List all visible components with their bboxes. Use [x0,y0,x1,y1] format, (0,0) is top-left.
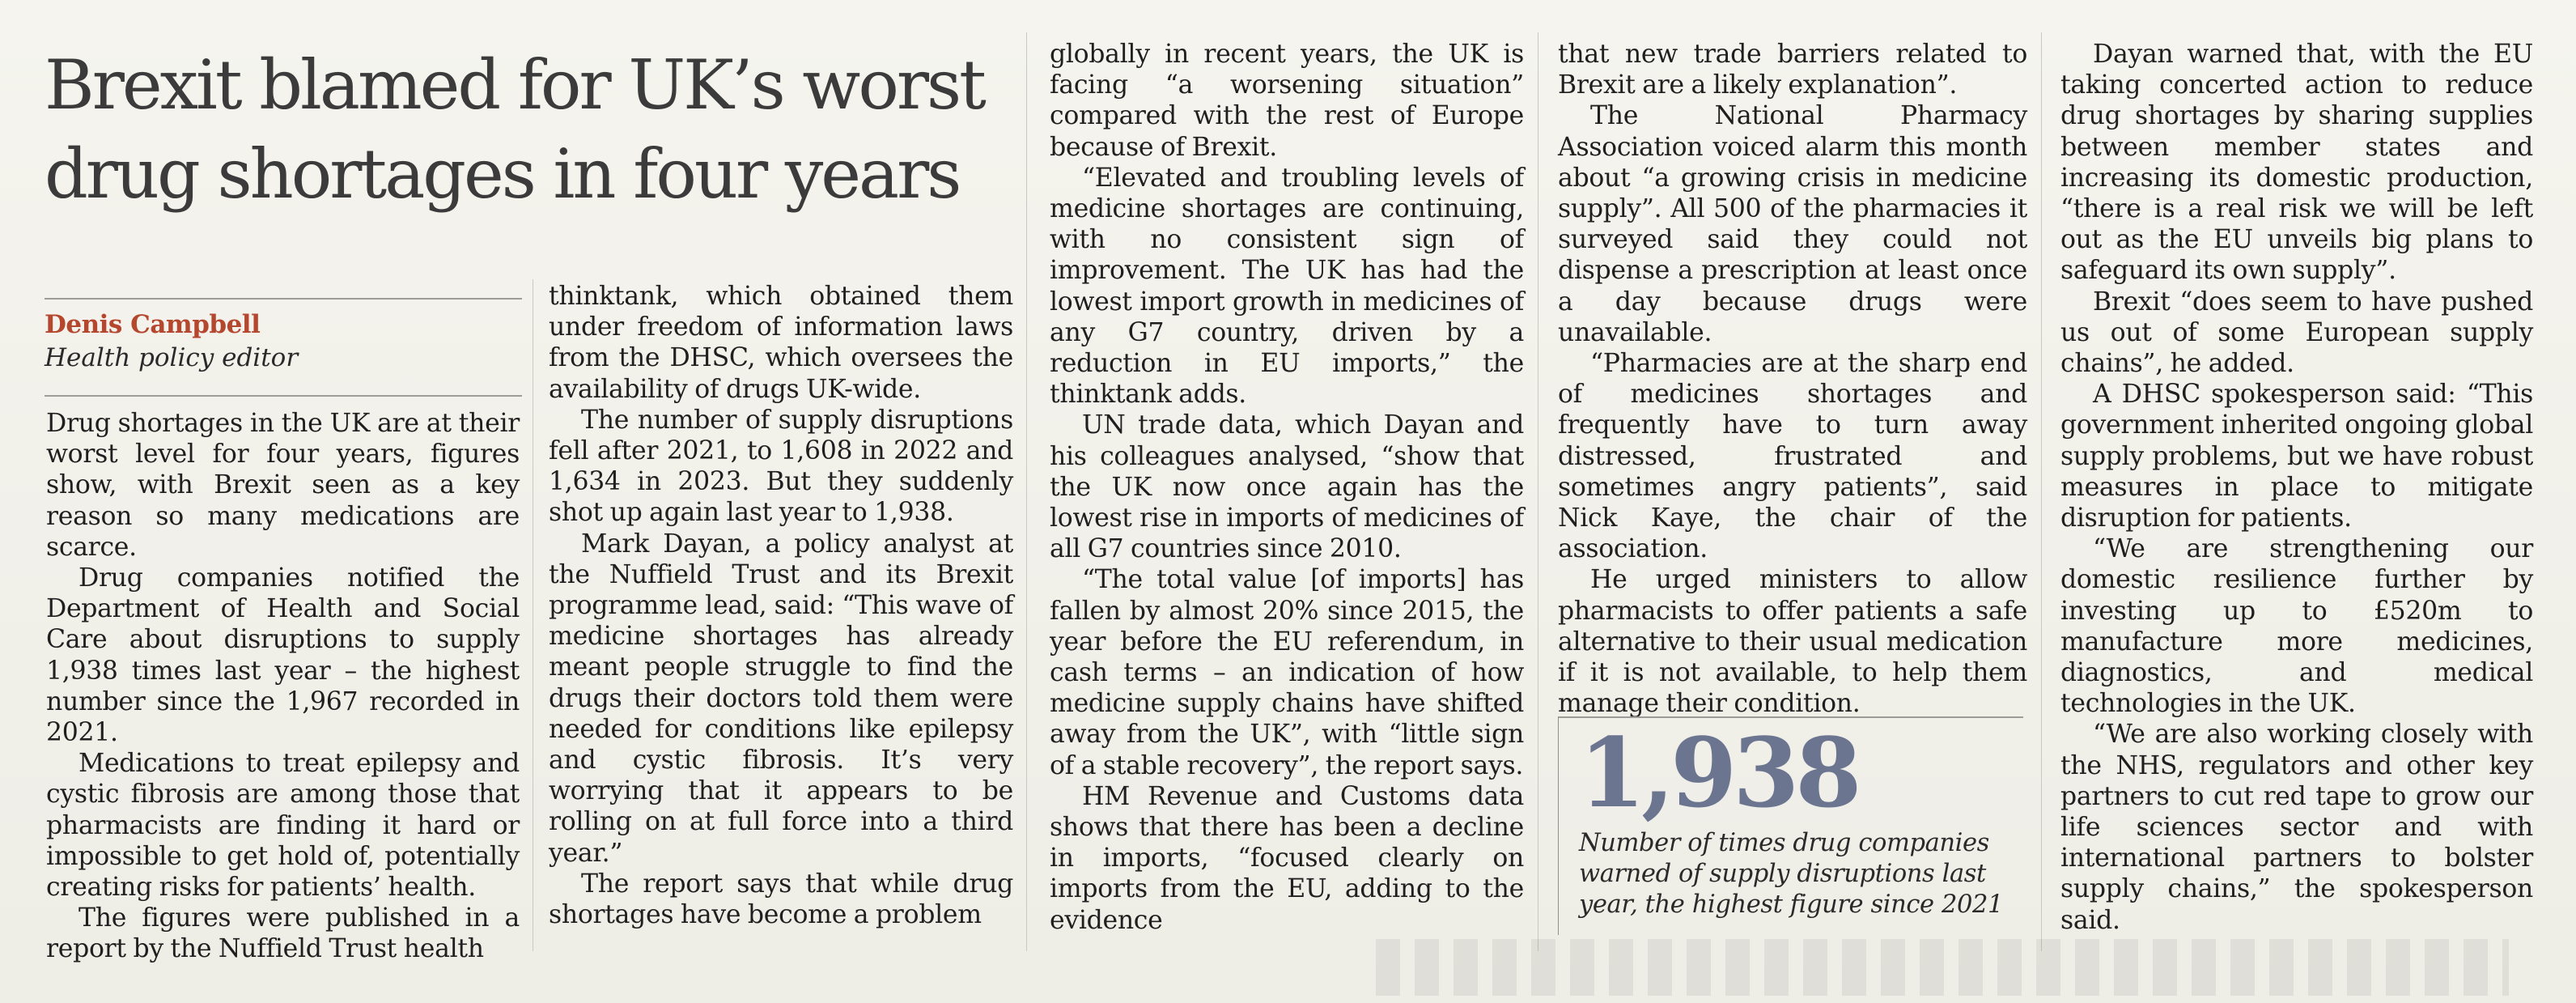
pull-stat-left-rule [1558,716,1559,935]
paragraph: “We are also working closely with the NH… [2060,720,2533,935]
paragraph: Dayan warned that, with the EU taking co… [2060,40,2533,286]
paragraph: “Pharmacies are at the sharp end of medi… [1558,349,2027,564]
pull-stat-caption: Number of times drug companies warned of… [1579,829,2003,919]
paragraph: The number of supply disruptions fell af… [549,405,1013,528]
paragraph: thinktank, which obtained them under fre… [549,282,1013,404]
column-divider [2041,32,2042,951]
paragraph: The National Pharmacy Association voiced… [1558,101,2027,347]
pull-stat-number: 1,938 [1579,716,1862,829]
pull-stat-rule [1558,716,2023,718]
paragraph: that new trade barriers related to Brexi… [1558,40,2027,100]
paragraph: “We are strengthening our domestic resil… [2060,534,2533,719]
paragraph: He urged ministers to allow pharmacists … [1558,565,2027,719]
paragraph: Mark Dayan, a policy analyst at the Nuff… [549,529,1013,868]
article-column-4: that new trade barriers related to Brexi… [1558,39,2027,719]
byline-author: Denis Campbell [45,310,261,339]
paragraph: The report says that while drug shortage… [549,869,1013,930]
paragraph: The figures were published in a report b… [46,903,520,964]
paragraph: “The total value [of imports] has fallen… [1050,565,1524,780]
headline: Brexit blamed for UK’s worst drug shorta… [45,40,1008,219]
paragraph: “Elevated and troubling levels of medici… [1050,163,1524,410]
column-1-top-rule [45,395,522,397]
paragraph: Brexit “does seem to have pushed us out … [2060,287,2533,379]
paragraph: Drug shortages in the UK are at their wo… [46,409,520,562]
headline-line-2: drug shortages in four years [45,134,961,214]
paragraph: HM Revenue and Customs data shows that t… [1050,781,1524,935]
byline: Denis Campbell Health policy editor [45,308,530,374]
headline-line-1: Brexit blamed for UK’s worst [45,45,987,125]
paragraph: A DHSC spokesperson said: “This governme… [2060,380,2533,533]
byline-rule [45,298,522,300]
pull-stat: 1,938 Number of times drug companies war… [1558,725,2023,943]
paragraph: Medications to treat epilepsy and cystic… [46,749,520,903]
article-column-5: Dayan warned that, with the EU taking co… [2060,39,2533,936]
byline-role: Health policy editor [45,343,299,372]
show-through-texture [1376,939,2509,996]
paragraph: Drug companies notified the Department o… [46,563,520,748]
article-column-3: globally in recent years, the UK is faci… [1050,39,1524,936]
column-divider [1026,32,1027,951]
paragraph: globally in recent years, the UK is faci… [1050,40,1524,162]
article-column-1: Drug shortages in the UK are at their wo… [46,408,520,965]
paragraph: UN trade data, which Dayan and his colle… [1050,410,1524,564]
article-column-2: thinktank, which obtained them under fre… [549,281,1013,930]
